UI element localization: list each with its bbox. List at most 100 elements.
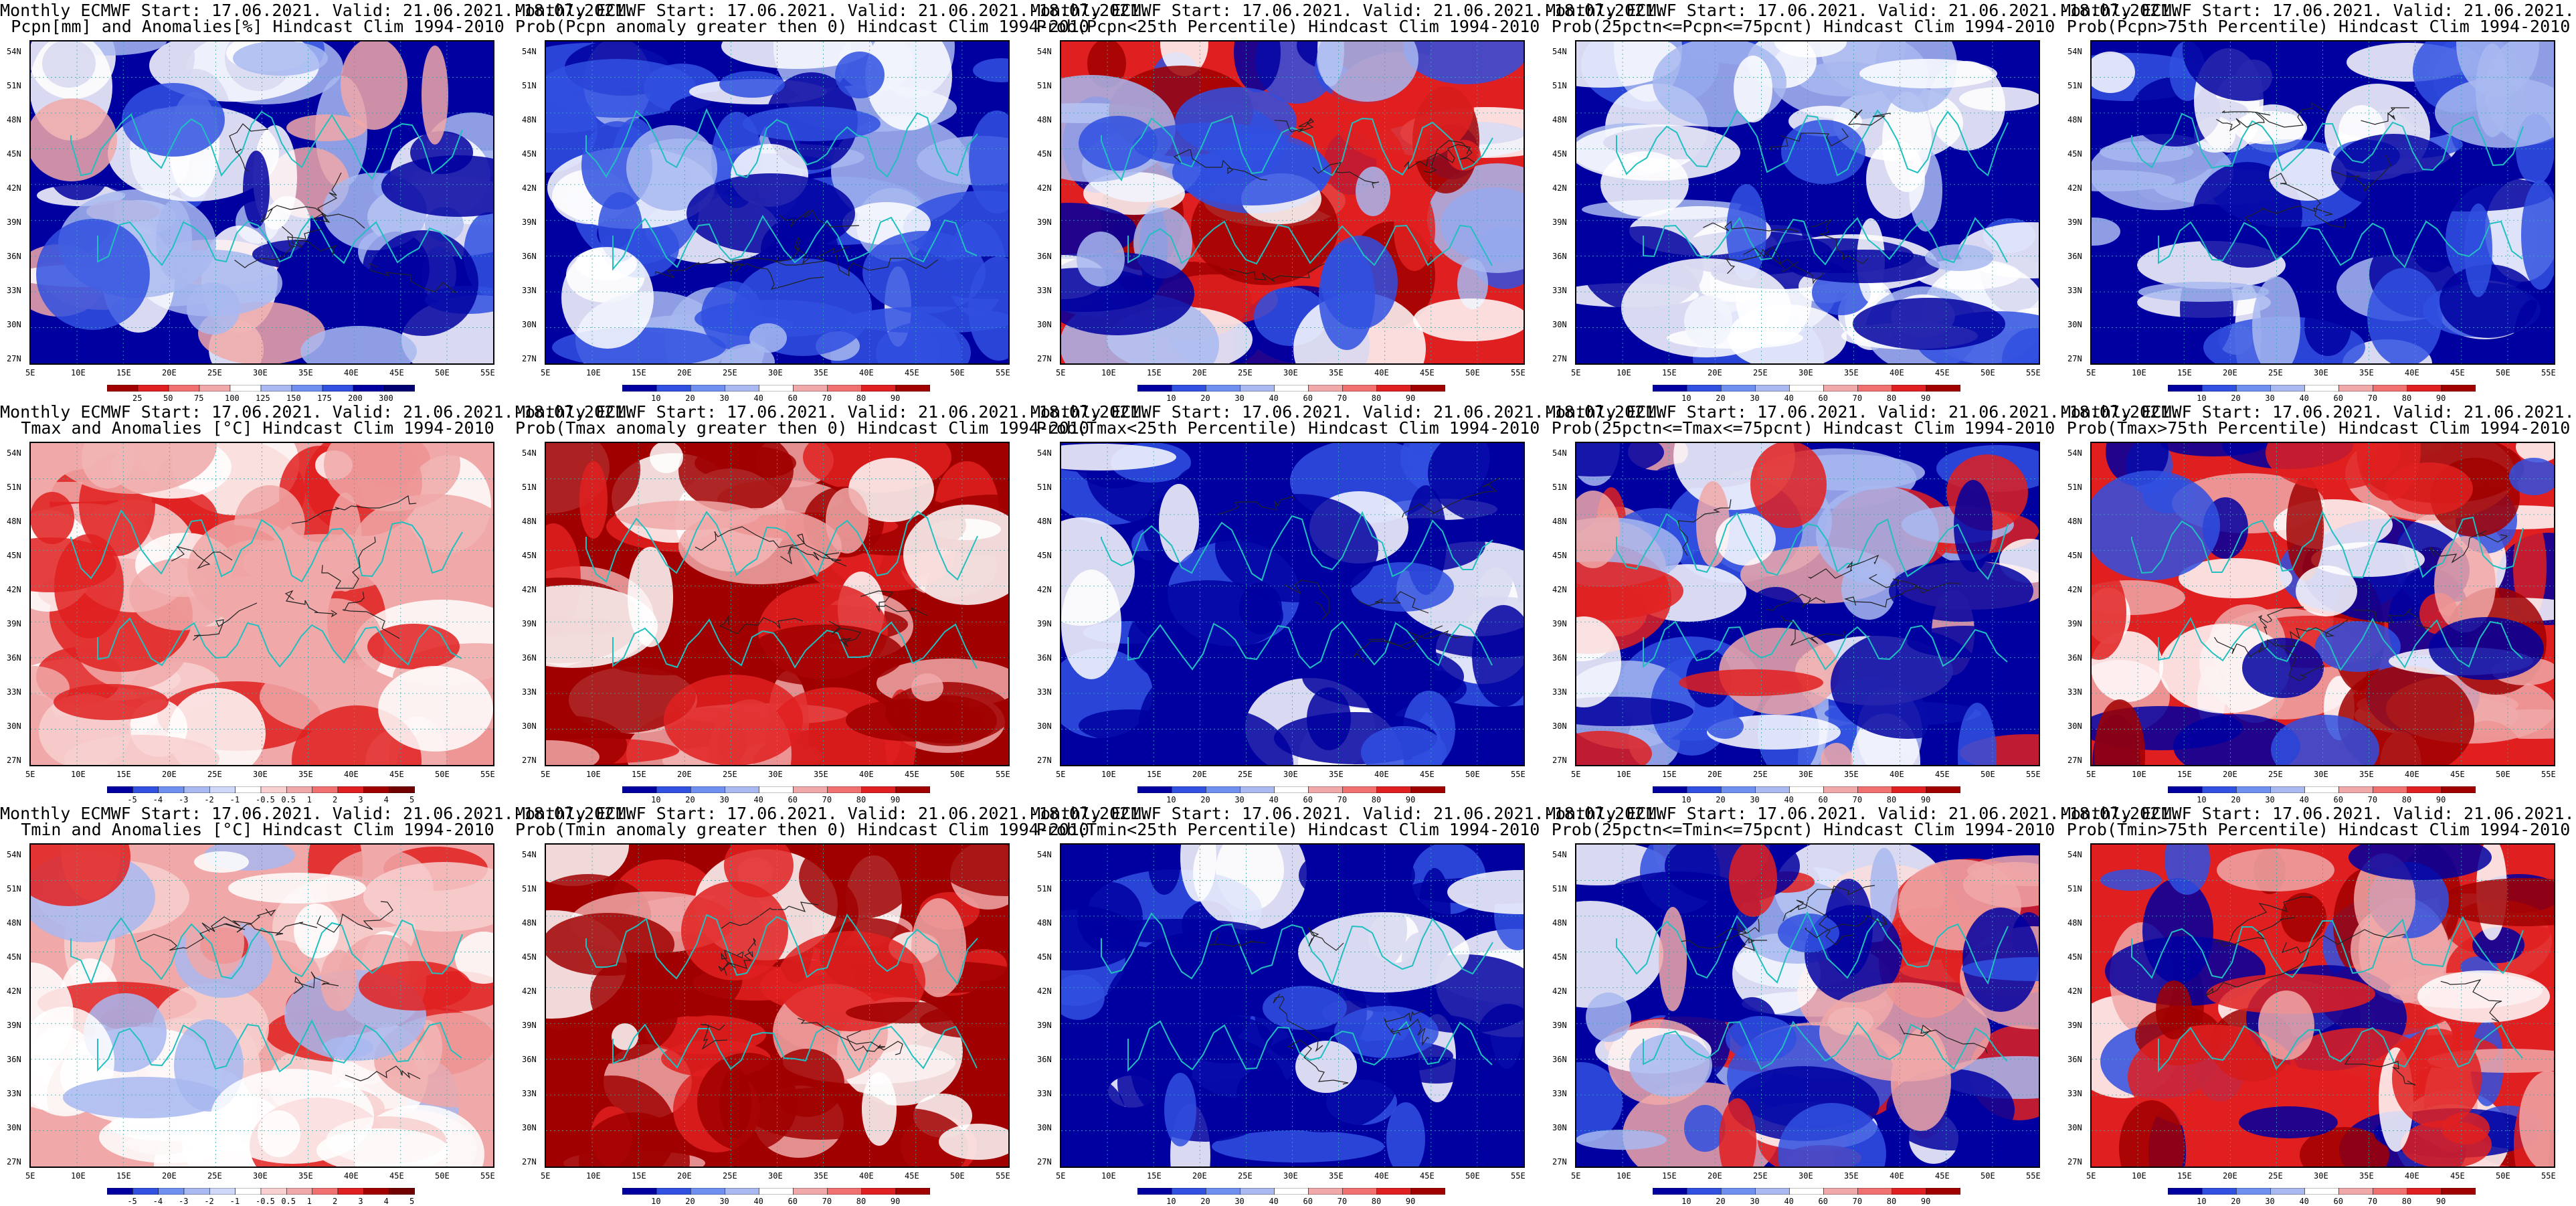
colorbar-label: -4 <box>153 795 163 804</box>
colorbar-label: 5 <box>409 795 415 804</box>
contour-line <box>2344 1055 2416 1086</box>
contour-line <box>342 592 400 639</box>
colorbar <box>107 1188 415 1195</box>
colorbar-swatch <box>1240 385 1275 392</box>
field-blotch <box>194 851 249 873</box>
lat-label: 54N <box>2067 448 2082 458</box>
colorbar-swatch <box>2270 786 2305 793</box>
lat-label: 33N <box>7 687 21 697</box>
lon-label: 30E <box>1799 1171 1813 1181</box>
field-blotch <box>546 657 696 734</box>
colorbar-swatch <box>209 786 236 793</box>
lon-label: 45E <box>389 770 404 779</box>
lat-label: 39N <box>2067 218 2082 227</box>
colorbar-label: -5 <box>127 795 137 804</box>
field-blotch <box>724 845 794 897</box>
lat-label: 36N <box>2067 1055 2082 1064</box>
lat-label: 30N <box>7 320 21 329</box>
lon-label: 15E <box>632 1171 646 1181</box>
lat-label: 30N <box>2067 320 2082 329</box>
lon-label: 45E <box>905 368 919 377</box>
contour-line <box>730 263 824 290</box>
lat-label: 39N <box>522 218 537 227</box>
lon-label: 30E <box>253 770 268 779</box>
lat-label: 45N <box>2067 149 2082 159</box>
field-blotch <box>1263 986 1347 1030</box>
colorbar-swatch <box>137 385 169 392</box>
contour-line <box>2330 155 2391 192</box>
colorbar-swatch <box>1755 385 1790 392</box>
field-blotch <box>898 695 997 746</box>
colorbar-swatch <box>656 786 691 793</box>
lat-label: 36N <box>1037 1055 1052 1064</box>
field-blotch <box>1133 122 1288 167</box>
contour-line <box>1782 899 1854 946</box>
colorbar-label: 20 <box>1716 394 1726 403</box>
colorbar-swatch <box>1410 1188 1445 1195</box>
field-blotch <box>546 585 658 668</box>
map-panel: Monthly ECMWF Start: 17.06.2021. Valid: … <box>2061 803 2576 1206</box>
colorbar-swatch <box>1342 385 1378 392</box>
colorbar-label: 300 <box>379 394 393 403</box>
colorbar-label: 90 <box>2435 1197 2446 1206</box>
lon-label: 25E <box>1753 368 1768 377</box>
field-blotch <box>455 932 493 984</box>
lon-label: 20E <box>677 1171 692 1181</box>
contour-line <box>2258 606 2304 635</box>
lat-label: 27N <box>1037 354 1052 363</box>
contour-line <box>1273 993 1323 1052</box>
colorbar-label: 10 <box>1166 394 1176 403</box>
lat-label: 45N <box>2067 952 2082 962</box>
coastline <box>1127 620 1493 671</box>
lat-label: 51N <box>522 81 537 90</box>
colorbar-swatch <box>1653 385 1687 392</box>
field-blotch <box>31 492 74 544</box>
contour-line <box>345 1065 421 1082</box>
field-blotch <box>911 673 943 701</box>
lon-label: 10E <box>2132 770 2146 779</box>
colorbar-label: 90 <box>1405 394 1416 403</box>
field-blotch <box>546 740 600 765</box>
colorbar-label: 90 <box>890 1197 901 1206</box>
lon-label: 30E <box>2314 770 2328 779</box>
colorbar-swatch <box>1171 786 1206 793</box>
coastline <box>97 1019 462 1073</box>
map-panel: Monthly ECMWF Start: 17.06.2021. Valid: … <box>2061 402 2576 804</box>
colorbar-label: 1 <box>306 1197 312 1206</box>
lon-label: 10E <box>1617 770 1631 779</box>
lat-label: 48N <box>7 115 21 124</box>
colorbar-label: 90 <box>2435 795 2446 804</box>
panel-title-line2: Prob(Pcpn<25th Percentile) Hindcast Clim… <box>1036 17 1540 36</box>
lon-label: 55E <box>2541 770 2556 779</box>
colorbar-swatch <box>2304 786 2339 793</box>
lon-label: 45E <box>905 1171 919 1181</box>
field-blotch <box>2440 264 2537 338</box>
field-blotch <box>598 192 642 262</box>
lat-label: 39N <box>1037 619 1052 628</box>
lon-label: 5E <box>25 770 35 779</box>
field-blotch <box>1853 298 2005 350</box>
colorbar <box>1137 786 1445 793</box>
field-blotch <box>1729 845 1777 917</box>
colorbar <box>622 1188 930 1195</box>
lon-label: 40E <box>2405 368 2419 377</box>
coastline <box>612 1023 978 1073</box>
lat-label: 48N <box>522 115 537 124</box>
contour-line <box>234 228 323 268</box>
map-panel: Monthly ECMWF Start: 17.06.2021. Valid: … <box>1030 402 1665 804</box>
lon-label: 40E <box>1890 368 1904 377</box>
lon-label: 50E <box>950 770 965 779</box>
colorbar-swatch <box>2168 1188 2203 1195</box>
colorbar-label: 40 <box>753 1197 763 1206</box>
contour-line <box>171 545 233 570</box>
lon-label: 50E <box>950 368 965 377</box>
colorbar-swatch <box>158 1188 185 1195</box>
colorbar-swatch <box>107 385 139 392</box>
colorbar-label: 20 <box>685 795 695 804</box>
colorbar-label: 40 <box>1269 1197 1279 1206</box>
map-panel: Monthly ECMWF Start: 17.06.2021. Valid: … <box>515 0 1149 403</box>
colorbar-label: 80 <box>1886 394 1897 403</box>
lon-label: 10E <box>2132 1171 2146 1181</box>
field-blotch <box>1576 616 1621 707</box>
lon-label: 35E <box>1844 1171 1859 1181</box>
